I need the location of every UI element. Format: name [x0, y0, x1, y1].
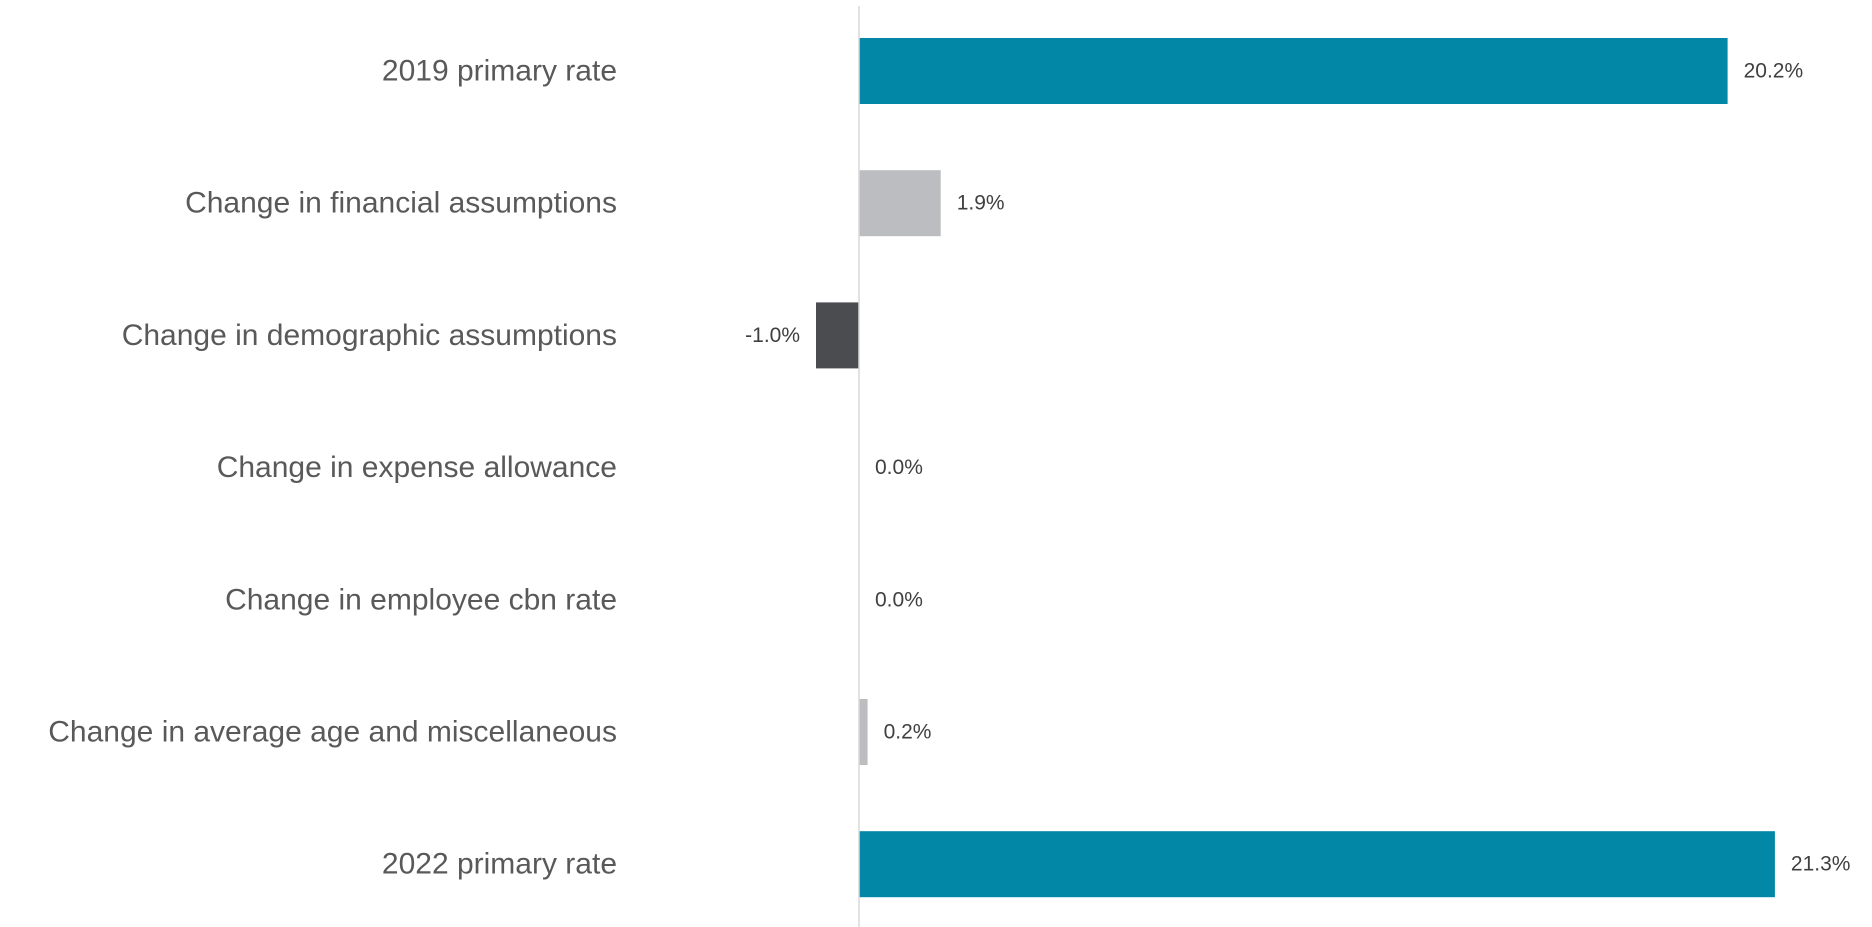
bars-group — [816, 38, 1775, 898]
category-label-2019-primary-rate: 2019 primary rate — [382, 55, 617, 88]
data-label-change-in-average-age-and-miscellaneous: 0.2% — [884, 721, 932, 744]
category-label-change-in-average-age-and-miscellaneous: Change in average age and miscellaneous — [48, 716, 617, 749]
category-label-change-in-employee-cbn-rate: Change in employee cbn rate — [225, 583, 617, 616]
bar-change-in-demographic-assumptions — [816, 302, 859, 369]
data-label-2019-primary-rate: 20.2% — [1744, 60, 1804, 83]
data-label-change-in-employee-cbn-rate: 0.0% — [875, 588, 923, 611]
data-label-2022-primary-rate: 21.3% — [1791, 853, 1851, 876]
bar-2019-primary-rate — [859, 38, 1728, 104]
bar-change-in-financial-assumptions — [859, 170, 941, 237]
category-label-change-in-demographic-assumptions: Change in demographic assumptions — [122, 319, 617, 352]
category-labels-group: 2019 primary rate Change in financial ass… — [48, 55, 617, 881]
category-label-change-in-expense-allowance: Change in expense allowance — [217, 451, 617, 484]
data-label-change-in-financial-assumptions: 1.9% — [957, 192, 1005, 215]
category-label-change-in-financial-assumptions: Change in financial assumptions — [185, 187, 617, 220]
data-label-change-in-expense-allowance: 0.0% — [875, 456, 923, 479]
bar-change-in-average-age-and-miscellaneous — [859, 699, 868, 765]
data-labels-group: 20.2% 1.9% -1.0% 0.0% 0.0% 0.2% 21.3% — [745, 60, 1850, 876]
bar-2022-primary-rate — [859, 831, 1775, 898]
data-label-change-in-demographic-assumptions: -1.0% — [745, 324, 800, 347]
category-label-2022-primary-rate: 2022 primary rate — [382, 848, 617, 881]
